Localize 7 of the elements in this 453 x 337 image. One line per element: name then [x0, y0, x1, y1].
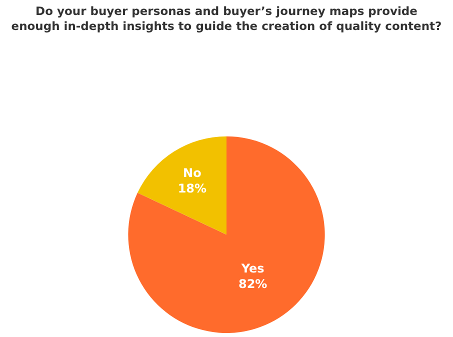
pie-slice [128, 136, 325, 333]
pie-slice [138, 136, 226, 235]
slice-label: No [183, 166, 202, 180]
data-label: 82% [238, 276, 268, 291]
data-label: 18% [178, 181, 207, 196]
slice-label: Yes [240, 261, 264, 276]
chart-title: Do your buyer personas and buyer’s journey maps provide enough in-depth insights to guide the creation of quality content? [11, 4, 442, 34]
